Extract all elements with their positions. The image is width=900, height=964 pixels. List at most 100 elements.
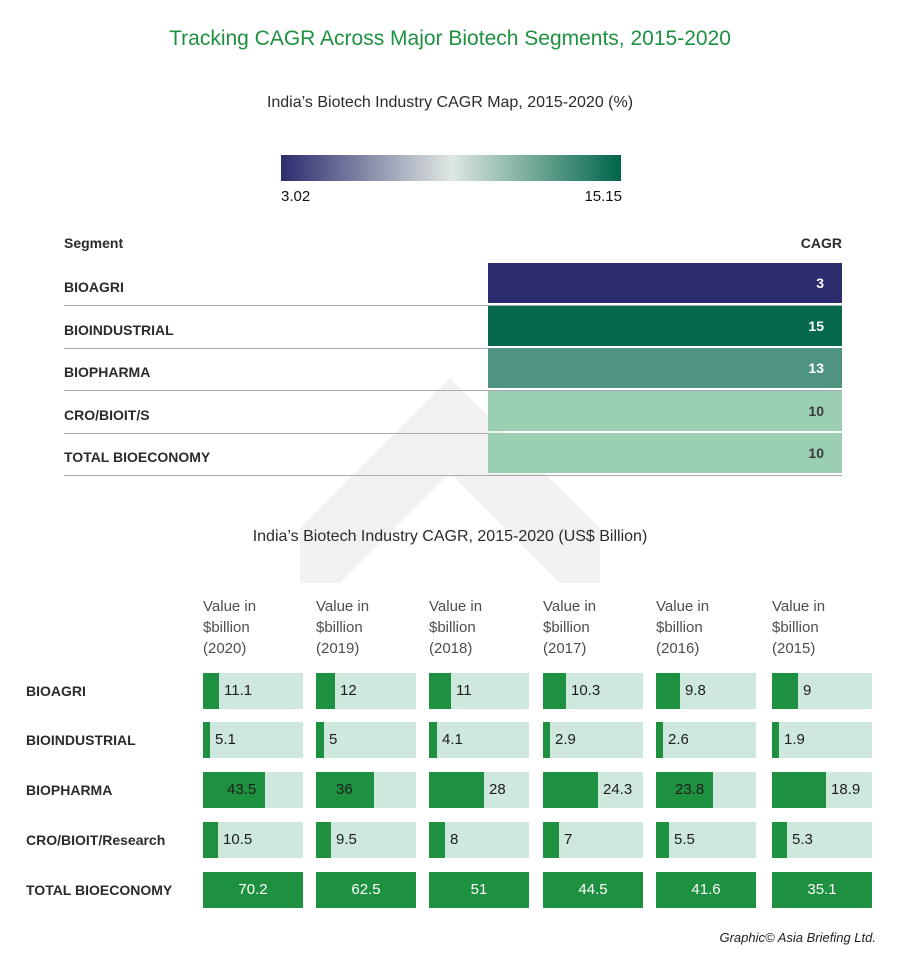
value-column-header: Value in $billion (2015) [772,596,872,659]
color-scale-legend [281,155,621,181]
value-column-header-line: $billion [543,619,590,636]
value-bar [656,872,756,908]
value-bar [543,673,566,709]
value-column-header-line: (2018) [429,640,473,657]
value-row-label: BIOPHARMA [26,782,113,798]
heatmap-cagr-cell: 15 [488,305,842,346]
heatmap-cagr-value: 10 [808,445,824,461]
value-cell: 28 [429,772,529,808]
value-label: 7 [564,831,573,848]
value-column-header: Value in $billion (2020) [203,596,303,659]
value-cell: 10.5 [203,822,303,858]
heatmap-title: India’s Biotech Industry CAGR Map, 2015-… [266,94,634,111]
value-bar [772,673,798,709]
heatmap-row: BIOAGRI 3 [64,263,842,306]
value-bar [316,673,335,709]
value-column-header-line: (2020) [203,640,247,657]
value-label: 10.5 [223,831,253,848]
value-cell: 5.5 [656,822,756,858]
value-cell: 11.1 [203,673,303,709]
value-cell: 2.6 [656,722,756,758]
heatmap-column-segment: Segment [64,235,124,251]
value-label: 4.1 [442,731,463,748]
value-label: 36 [336,781,353,798]
value-column-header-line: Value in [316,598,370,615]
value-bar [316,772,374,808]
value-column-header-line: Value in [429,598,483,615]
value-column-header-line: Value in [656,598,710,615]
value-column-header: Value in $billion (2019) [316,596,416,659]
value-cell: 11 [429,673,529,709]
value-column-header-line: $billion [656,619,703,636]
value-label: 41.6 [691,881,721,898]
value-label: 62.5 [351,881,381,898]
heatmap-row: TOTAL BIOECONOMY 10 [64,433,842,476]
value-column-header-line: Value in [543,598,597,615]
value-column-header-line: (2016) [656,640,700,657]
value-bar [429,822,445,858]
value-label: 5.1 [215,731,236,748]
value-cell: 35.1 [772,872,872,908]
value-column-header-line: $billion [203,619,250,636]
value-column-header-line: (2015) [772,640,816,657]
value-column-header: Value in $billion (2017) [543,596,643,659]
value-bar [772,722,779,758]
heatmap-row: CRO/BIOIT/S 10 [64,390,842,434]
heatmap-segment-label: BIOPHARMA [64,364,151,380]
value-label: 10.3 [571,682,601,699]
value-row-label: TOTAL BIOECONOMY [26,882,173,898]
watermark-house-shape [300,378,600,583]
color-scale-max-label: 15.15 [584,188,622,205]
value-cell: 36 [316,772,416,808]
value-cell: 18.9 [772,772,872,808]
value-row-label: CRO/BIOIT/Research [26,832,166,848]
value-bar [543,822,559,858]
value-cell: 9.8 [656,673,756,709]
heatmap-segment-label: BIOAGRI [64,279,124,295]
value-label: 9 [803,682,812,699]
value-bar [543,722,550,758]
value-label: 5.5 [674,831,695,848]
value-cell: 5.3 [772,822,872,858]
value-label: 1.9 [784,731,805,748]
value-cell: 9 [772,673,872,709]
value-column-header-line: $billion [316,619,363,636]
value-cell: 4.1 [429,722,529,758]
value-bar [203,822,218,858]
value-table-title: India’s Biotech Industry CAGR, 2015-2020… [252,528,648,545]
value-cell: 7 [543,822,643,858]
heatmap-column-cagr: CAGR [800,235,842,251]
value-cell: 9.5 [316,822,416,858]
heatmap-cagr-value: 13 [808,360,824,376]
value-column-header: Value in $billion (2016) [656,596,756,659]
value-row-label: BIOINDUSTRIAL [26,732,136,748]
value-cell: 1.9 [772,722,872,758]
value-label: 2.6 [668,731,689,748]
heatmap-cagr-cell: 10 [488,433,842,473]
value-label: 35.1 [807,881,837,898]
value-bar [543,872,643,908]
value-label: 23.8 [675,781,705,798]
heatmap-cagr-value: 3 [816,275,824,291]
value-bar [429,772,484,808]
heatmap-segment-label: CRO/BIOIT/S [64,406,150,423]
heatmap-cagr-cell: 10 [488,390,842,431]
heatmap-row: BIOPHARMA 13 [64,348,842,391]
color-scale-min-label: 3.02 [281,188,311,205]
heatmap-segment-label: BIOINDUSTRIAL [64,321,174,338]
value-bar [656,673,680,709]
value-label: 2.9 [555,731,576,748]
value-column-header: Value in $billion (2018) [429,596,529,659]
value-column-header-line: (2017) [543,640,587,657]
value-cell: 5.1 [203,722,303,758]
value-cell: 41.6 [656,872,756,908]
value-cell: 23.8 [656,772,756,808]
value-cell: 2.9 [543,722,643,758]
value-column-header-line: (2019) [316,640,360,657]
value-bar [316,722,324,758]
value-label: 70.2 [238,881,268,898]
value-cell: 62.5 [316,872,416,908]
value-cell: 44.5 [543,872,643,908]
value-bar [656,822,669,858]
value-cell: 43.5 [203,772,303,808]
